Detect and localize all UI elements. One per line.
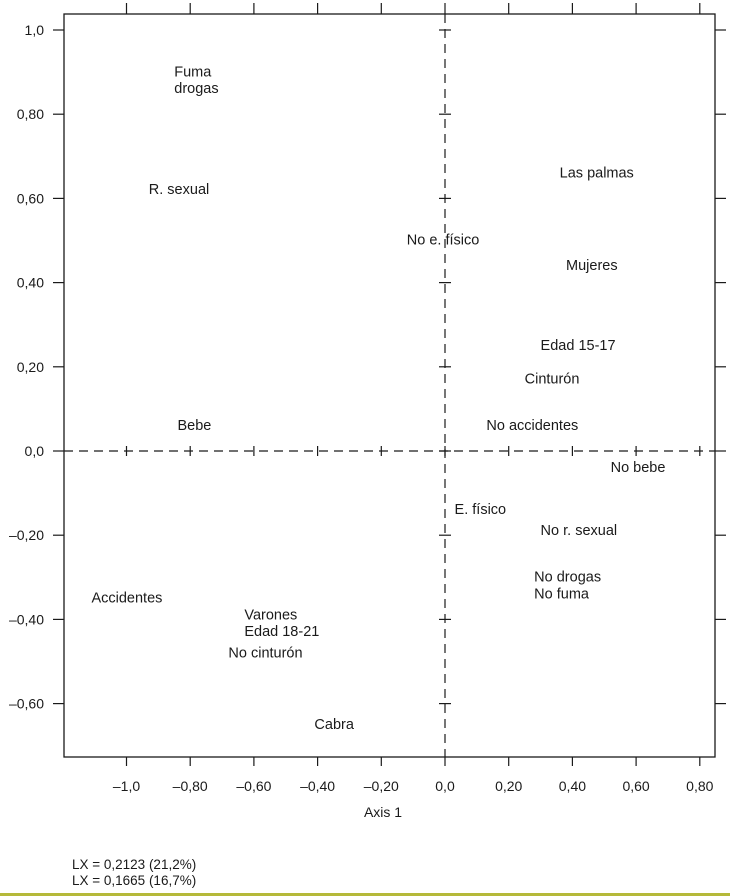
point-label: Cabra: [314, 717, 354, 733]
x-tick-label: –0,80: [173, 778, 208, 794]
x-tick-label: 0,80: [686, 778, 713, 794]
y-tick-label: 0,40: [17, 275, 44, 291]
point-label: R. sexual: [149, 182, 209, 198]
bottom-rule: [0, 893, 730, 896]
y-tick-label: 0,20: [17, 359, 44, 375]
point-label: No fuma: [534, 586, 590, 602]
y-tick-label: –0,40: [9, 611, 44, 627]
point-label: E. físico: [455, 502, 507, 518]
y-tick-label: 0,80: [17, 106, 44, 122]
x-tick-label: 0,20: [495, 778, 522, 794]
y-tick-label: 0,60: [17, 190, 44, 206]
inertia-note-2: LX = 0,1665 (16,7%): [72, 873, 197, 888]
y-tick-label: –0,20: [9, 527, 44, 543]
point-label: Edad 18-21: [244, 624, 319, 640]
point-label: Las palmas: [560, 165, 634, 181]
point-label: Accidentes: [91, 591, 162, 607]
point-label: Cinturón: [525, 372, 580, 388]
plot-frame: [63, 13, 716, 758]
point-label: No drogas: [534, 570, 601, 586]
point-label: Fuma: [174, 64, 212, 80]
point-label: Bebe: [177, 418, 211, 434]
x-tick-label: 0,60: [622, 778, 649, 794]
point-label: No r. sexual: [541, 523, 618, 539]
x-tick-label: –0,20: [364, 778, 399, 794]
y-tick-label: 0,0: [25, 443, 45, 459]
x-tick-label: 0,0: [435, 778, 455, 794]
point-label: Mujeres: [566, 258, 618, 274]
point-label: drogas: [174, 81, 218, 97]
y-tick-label: 1,0: [25, 22, 45, 38]
point-label: Varones: [244, 607, 297, 623]
x-tick-label: –1,0: [113, 778, 140, 794]
point-label: No accidentes: [486, 418, 578, 434]
y-tick-label: –0,60: [9, 696, 44, 712]
x-tick-label: –0,60: [236, 778, 271, 794]
x-tick-label: –0,40: [300, 778, 335, 794]
point-label: No e. físico: [407, 233, 480, 249]
inertia-note-1: LX = 0,2123 (21,2%): [72, 857, 197, 872]
correspondence-plot: –1,0 –0,80 –0,60 –0,40 –0,20 0,0 0,20 0,40 0,60 0…: [9, 3, 726, 820]
point-label: No cinturón: [228, 645, 302, 661]
x-axis-title: Axis 1: [364, 804, 402, 820]
point-label: Edad 15-17: [541, 338, 616, 354]
point-label: No bebe: [611, 460, 666, 476]
x-tick-label: 0,40: [559, 778, 586, 794]
